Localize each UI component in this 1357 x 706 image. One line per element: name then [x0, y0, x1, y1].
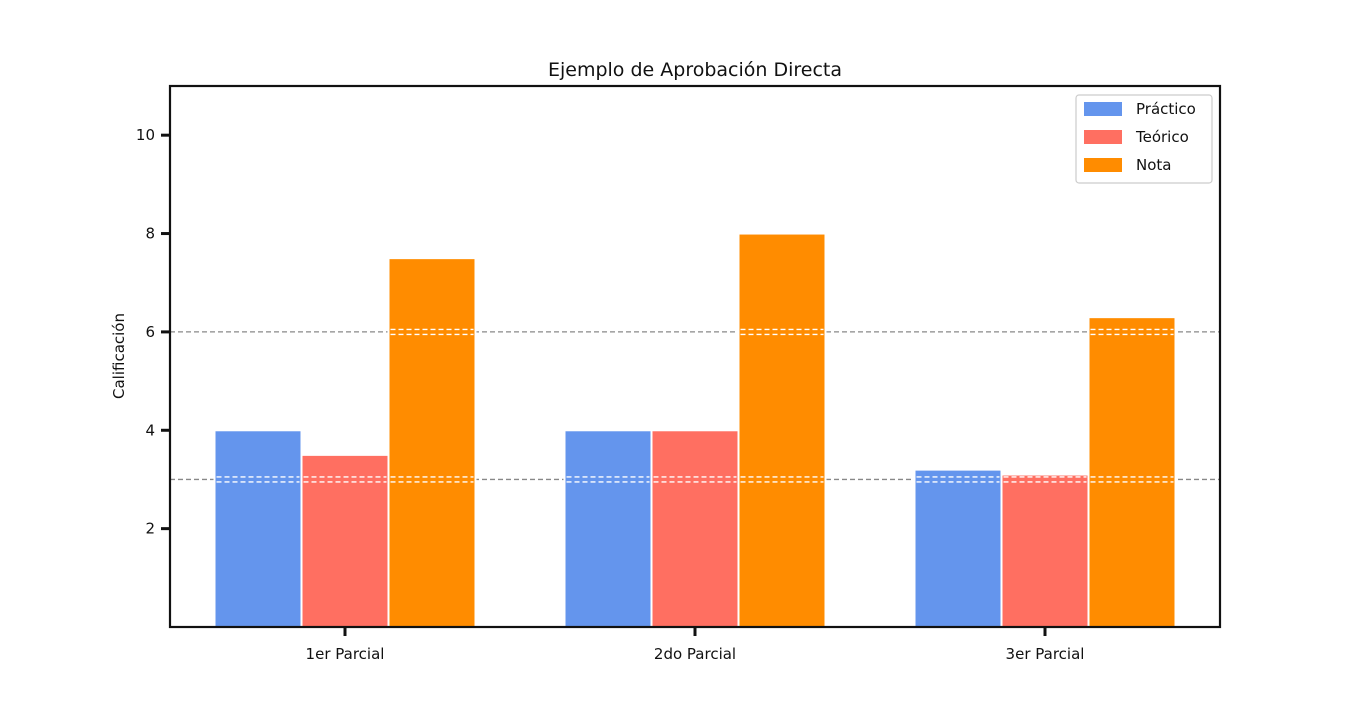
legend: Práctico Teórico Nota — [1075, 94, 1213, 184]
bar-terico-1 — [300, 453, 390, 629]
y-tick-label-10: 10 — [136, 126, 155, 144]
bar-prctico-2 — [563, 429, 653, 629]
bar-nota-1 — [387, 257, 477, 628]
legend-label-3: Nota — [1136, 156, 1171, 174]
legend-swatch-2 — [1084, 130, 1122, 144]
bar-prctico-3 — [913, 468, 1003, 629]
bars — [213, 232, 1177, 629]
y-tick-label-2: 2 — [145, 520, 155, 538]
chart-title: Ejemplo de Aprobación Directa — [548, 59, 842, 81]
bar-nota-2 — [737, 232, 827, 629]
x-tick-label-3: 3er Parcial — [1006, 645, 1085, 663]
y-tick-label-6: 6 — [145, 323, 155, 341]
y-ticks: 2 4 6 8 10 — [136, 126, 170, 538]
bar-terico-3 — [1000, 473, 1090, 629]
bar-nota-3 — [1087, 316, 1177, 628]
legend-label-1: Práctico — [1136, 100, 1196, 118]
y-tick-label-4: 4 — [145, 421, 155, 439]
reference-lines-overlay — [216, 328, 1174, 483]
x-tick-label-2: 2do Parcial — [654, 645, 736, 663]
legend-swatch-3 — [1084, 158, 1122, 172]
y-tick-label-8: 8 — [145, 225, 155, 243]
x-ticks: 1er Parcial 2do Parcial 3er Parcial — [306, 627, 1085, 663]
legend-swatch-1 — [1084, 102, 1122, 116]
bar-prctico-1 — [213, 429, 303, 629]
y-axis-label: Calificación — [110, 313, 128, 399]
bar-terico-2 — [650, 429, 740, 629]
x-tick-label-1: 1er Parcial — [306, 645, 385, 663]
legend-label-2: Teórico — [1135, 128, 1189, 146]
